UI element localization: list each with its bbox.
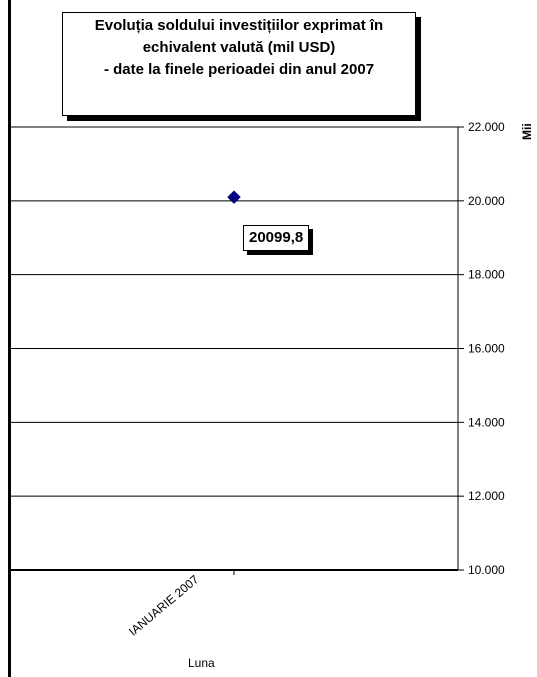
data-point-marker — [227, 190, 241, 204]
chart-title-box: Evoluția soldului investițiilor exprimat… — [62, 12, 416, 116]
y-tick-label: 10.000 — [468, 563, 505, 577]
y-axis-label: Mii — [520, 123, 534, 140]
data-label: 20099,8 — [243, 225, 310, 251]
x-axis-label: Luna — [188, 656, 215, 670]
left-border — [8, 0, 11, 677]
chart-title-line-1: Evoluția soldului investițiilor exprimat… — [94, 17, 384, 34]
y-tick-label: 16.000 — [468, 342, 505, 356]
y-tick-label: 18.000 — [468, 268, 505, 282]
y-tick-label: 22.000 — [468, 120, 505, 134]
y-tick-label: 12.000 — [468, 489, 505, 503]
y-tick-label: 14.000 — [468, 415, 505, 429]
y-tick-label: 20.000 — [468, 194, 505, 208]
chart-title-line-2: echivalent valută (mil USD) — [142, 39, 336, 56]
chart-title-line-3: - date la finele perioadei din anul 2007 — [103, 61, 375, 78]
